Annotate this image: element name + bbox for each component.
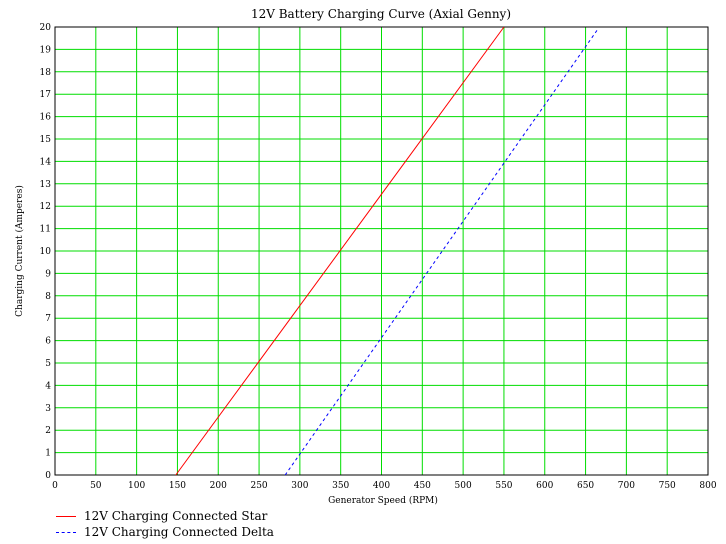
legend-swatch-star	[56, 515, 76, 517]
legend: 12V Charging Connected Star 12V Charging…	[56, 508, 274, 540]
y-tick-label: 6	[45, 337, 51, 347]
y-tick-label: 14	[40, 157, 52, 167]
x-axis-label: Generator Speed (RPM)	[328, 495, 438, 506]
x-tick-label: 800	[699, 481, 716, 491]
y-tick-label: 9	[45, 269, 51, 279]
x-tick-label: 300	[291, 481, 308, 491]
plot-frame	[54, 26, 709, 476]
y-tick-label: 2	[45, 426, 51, 436]
y-tick-label: 18	[40, 68, 52, 78]
legend-item-star: 12V Charging Connected Star	[56, 508, 274, 524]
y-tick-label: 19	[40, 45, 52, 55]
x-tick-label: 100	[128, 481, 145, 491]
x-tick-label: 200	[210, 481, 227, 491]
y-tick-label: 10	[40, 247, 52, 257]
chart-title: 12V Battery Charging Curve (Axial Genny)	[251, 7, 511, 21]
legend-swatch-delta	[56, 531, 76, 533]
y-tick-label: 12	[40, 202, 51, 212]
legend-item-delta: 12V Charging Connected Delta	[56, 524, 274, 540]
y-tick-label: 1	[45, 449, 51, 459]
x-tick-label: 550	[495, 481, 512, 491]
y-tick-label: 7	[45, 314, 51, 324]
y-tick-label: 8	[45, 292, 51, 302]
x-tick-label: 750	[659, 481, 676, 491]
series-line-delta	[284, 28, 599, 476]
x-tick-label: 350	[332, 481, 349, 491]
y-tick-label: 5	[45, 359, 51, 369]
y-tick-label: 16	[40, 113, 52, 123]
y-tick-label: 20	[40, 23, 52, 33]
y-tick-label: 13	[40, 180, 52, 190]
x-tick-label: 650	[577, 481, 594, 491]
y-tick-label: 11	[40, 225, 51, 235]
y-tick-label: 0	[45, 471, 51, 481]
legend-label-star: 12V Charging Connected Star	[84, 509, 268, 523]
ticks: 0 50 100 150 200 250 300 350 400 450 500 550 600 650 7…	[40, 23, 717, 491]
series	[175, 26, 599, 476]
y-tick-label: 17	[40, 90, 52, 100]
x-tick-label: 150	[169, 481, 186, 491]
y-tick-label: 15	[40, 135, 52, 145]
x-tick-label: 400	[373, 481, 390, 491]
y-tick-label: 4	[45, 381, 51, 391]
y-tick-label: 3	[45, 404, 51, 414]
x-tick-label: 500	[455, 481, 472, 491]
legend-label-delta: 12V Charging Connected Delta	[84, 525, 274, 539]
x-tick-label: 50	[90, 481, 102, 491]
x-tick-label: 450	[414, 481, 431, 491]
y-axis-label: Charging Current (Amperes)	[14, 185, 25, 317]
x-tick-label: 250	[250, 481, 267, 491]
series-line-star	[175, 26, 505, 476]
x-tick-label: 700	[618, 481, 635, 491]
grid	[54, 26, 709, 476]
x-tick-label: 0	[52, 481, 58, 491]
x-tick-label: 600	[536, 481, 553, 491]
